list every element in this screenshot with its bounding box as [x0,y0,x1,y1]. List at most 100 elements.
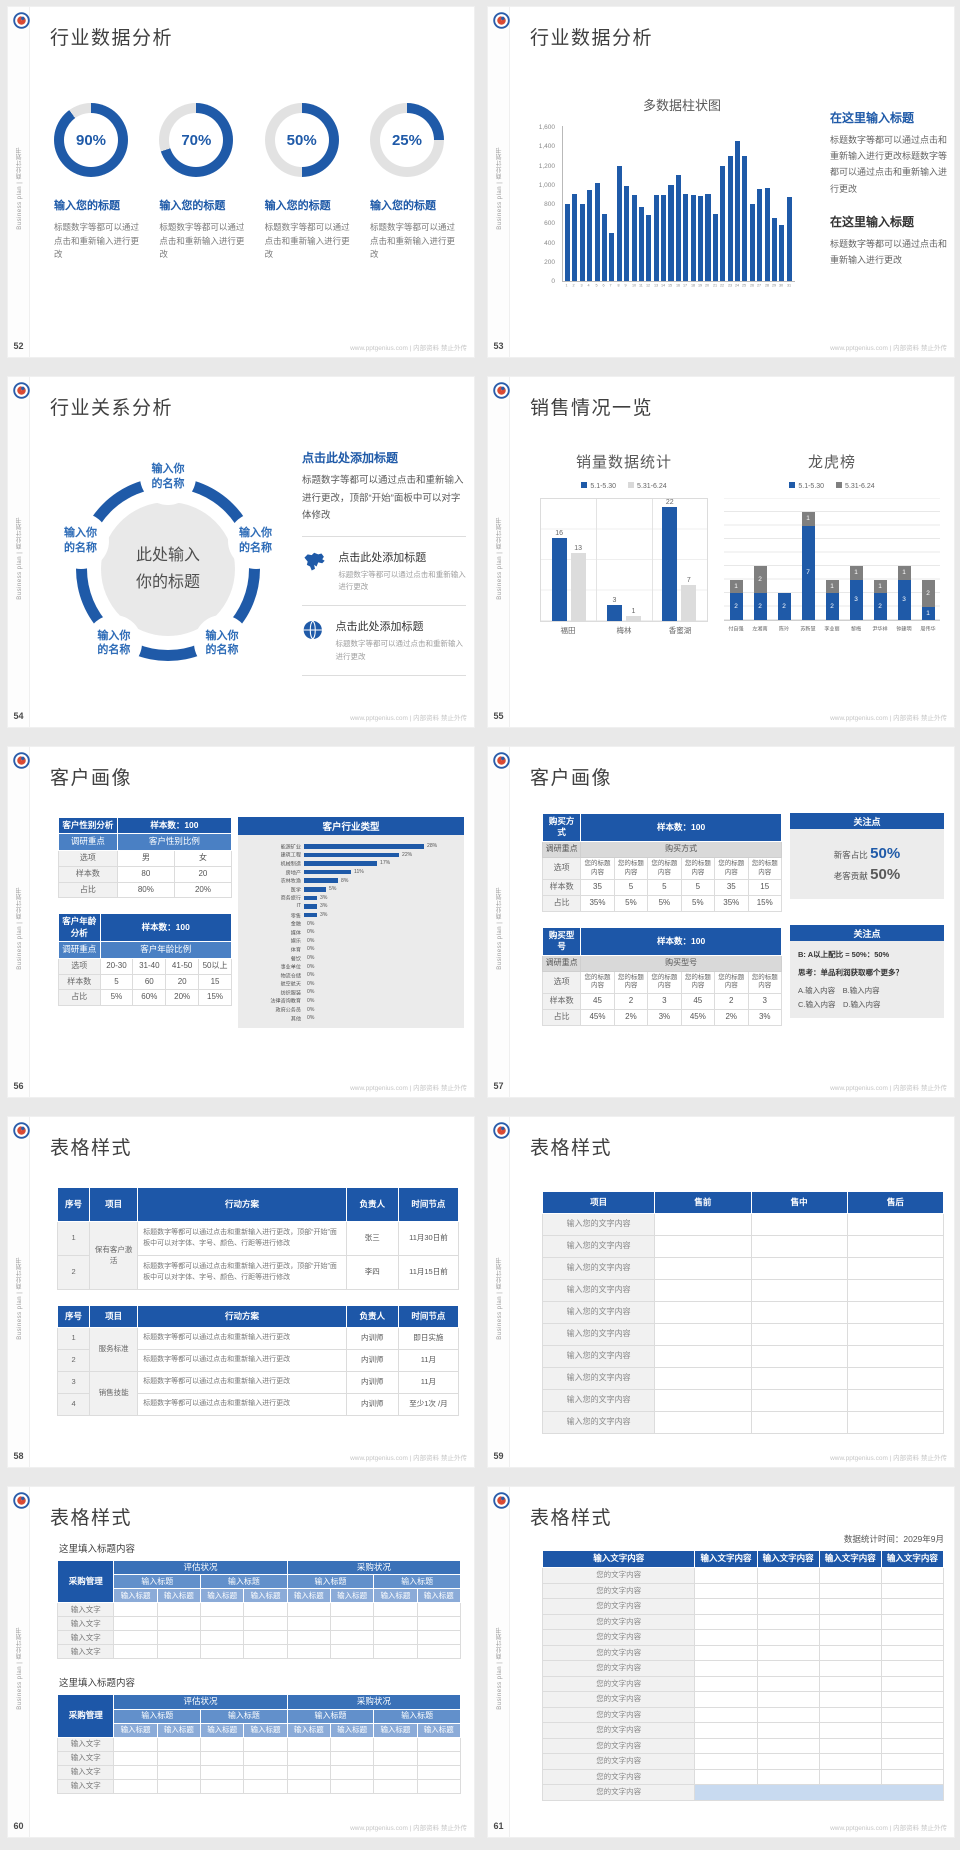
bar [683,194,689,281]
data-table: 客户年龄分析 样本数：100 调研重点 客户年龄比例 选项 20-30 31-40 41-50… [58,913,233,1007]
category-label: 左湘南 [752,627,768,633]
brand-logo-icon [493,12,510,29]
bar-segment-blue: 2 [777,593,791,620]
y-tick-label: 800 [544,201,555,208]
slide-61-thumbnail[interactable]: Business plan | 商业计划书 表格样式 数据统计时间：2029年9… [488,1487,954,1837]
table-cell: 销售技能 [89,1371,139,1416]
table-cell: 输入文字 [56,1764,115,1780]
table-cell: 11月15日前 [397,1255,460,1290]
slide-55-thumbnail[interactable]: Business plan | 商业计划书 销售情况一览 销量数据统计 5.1-… [488,377,954,727]
table-cell [846,1367,945,1390]
donut-chart: 70% [159,103,234,177]
bar-segment-gray: 1 [873,579,887,593]
block-heading: 在这里输入标题 [830,214,915,229]
table-header-cell: 序号 [56,1187,91,1222]
hbar-label: 能源矿业 [280,845,301,851]
table-header-cell: 调研重点 [58,941,101,959]
divider [302,535,466,537]
hbar-label: IT [296,903,301,910]
table-header-cell: 时间节点 [397,1305,460,1328]
table-cell [416,1630,462,1646]
slide-57-thumbnail[interactable]: Business plan | 商业计划书 客户画像 购买方式 样本数：100 调研… [488,747,954,1097]
x-tick-label: 27 [757,284,762,288]
table-cell [846,1235,945,1258]
x-tick-label: 11 [638,284,643,288]
x-tick-label: 24 [734,284,740,288]
table-cell [880,1768,945,1785]
table-cell [416,1644,462,1660]
table-cell [846,1411,945,1434]
table-cell [156,1602,202,1618]
slide-59-thumbnail[interactable]: Business plan | 商业计划书 表格样式 项目 售前 售中 售后 输入您的文… [488,1117,954,1467]
table-cell [756,1691,820,1708]
slide-53-thumbnail[interactable]: Business plan | 商业计划书 行业数据分析 多数据柱状图 0 200… [488,7,954,357]
slide-54-thumbnail[interactable]: Business plan | 商业计划书 行业关系分析 此处输入 你的标题 输… [8,377,474,727]
bar [742,155,748,281]
slide-number: 60 [13,1821,24,1831]
cycle-node-top: 输入你 的名称 [140,449,196,505]
x-tick-label: 10 [631,284,636,288]
grid-cell-52: Business plan | 商业计划书 行业数据分析 90% 输入您的标题 标题… [0,0,480,370]
stacked-bar: 2 [772,593,796,620]
hbar-row: 房地产 11% [244,868,458,877]
hbar-row: 媒体 0% [244,928,458,937]
table-header-cell: 采购状况 [286,1559,462,1576]
x-tick-label: 26 [749,284,754,288]
table-cell: 11月30日前 [397,1221,460,1256]
bar-segment-gray: 1 [825,579,839,593]
globe-icon [303,620,322,640]
x-axis: 福田 梅林 香蜜湖 [540,625,708,636]
table-cell: 购买型号 [580,954,782,972]
icon-list-item: 点击此处添加标题 标题数字等都可以通过点击和重新输入进行更改 [302,548,466,595]
chart-title: 龙虎榜 [807,454,856,471]
action-plan-table-2: 序号 项目 行动方案 负责人 时间节点 1 服务标准 标题数字等都可以通过点击和重新输入进行更… [56,1305,460,1416]
table-cell: 1 [56,1327,91,1350]
legend-entry: 5.31-6.24 [836,482,875,490]
category-label: 周伟华 [920,627,936,633]
hbar-label: 纺织服装 [280,991,301,997]
table-cell [756,1660,820,1677]
grouped-bar-chart: 销量数据统计 5.1-5.30 5.31-6.24 16 13 3 1 22 7 福田 梅林… [540,451,708,636]
table-cell [113,1644,158,1660]
table-header-cell: 输入标题 [373,1574,461,1590]
table-header-cell: 行动方案 [137,1187,347,1222]
slide-52-thumbnail[interactable]: Business plan | 商业计划书 行业数据分析 90% 输入您的标题 标题… [8,7,474,357]
category-label: 黎梅 [850,627,862,633]
hbar-label: 事业单位 [280,965,301,971]
table-cell [756,1753,820,1770]
table-cell [416,1736,462,1752]
table-cell [329,1644,375,1660]
table-cell: 调研重点 [541,954,582,972]
table-cell [756,1567,820,1584]
slide-56-thumbnail[interactable]: Business plan | 商业计划书 客户画像 客户性别分析 样本数：100… [8,747,474,1097]
y-tick-label: 0 [551,278,555,285]
x-tick-label: 16 [675,284,680,288]
donut-heading: 输入您的标题 [264,200,331,212]
table-cell: 11月 [397,1349,460,1372]
table-cell: 5 [613,879,649,897]
hbar-row: 商务旅行 3% [244,894,458,903]
category-label: 陈玲 [778,627,790,633]
table-header-cell: 项目 [89,1187,139,1222]
bar [690,195,696,281]
hbar-row: 其他 0% [244,1014,458,1023]
bar-segment-blue: 3 [897,579,911,620]
table-cell [818,1567,882,1584]
metric-label: 老客贡献 [833,871,868,881]
table-header-cell: 行动方案 [137,1305,347,1328]
table-cell: 输入您的文字内容 [541,1367,656,1390]
table-cell: 服务标准 [89,1327,139,1372]
table-cell [113,1630,158,1646]
table-cell: 您的标题内容 [647,970,682,995]
table-cell [756,1644,820,1661]
y-tick-label: 1,000 [538,181,555,189]
table-cell: 内训师 [345,1371,399,1394]
table-cell [756,1768,820,1785]
slide-60-thumbnail[interactable]: Business plan | 商业计划书 表格样式 这里填入标题内容 采购管理… [8,1487,474,1837]
bar-segment-blue: 7 [801,525,815,620]
divider [302,605,466,607]
table-cell: 4 [56,1393,91,1416]
table-cell [756,1675,820,1692]
slide-58-thumbnail[interactable]: Business plan | 商业计划书 表格样式 序号 项目 行动方案 负责人 时间… [8,1117,474,1467]
